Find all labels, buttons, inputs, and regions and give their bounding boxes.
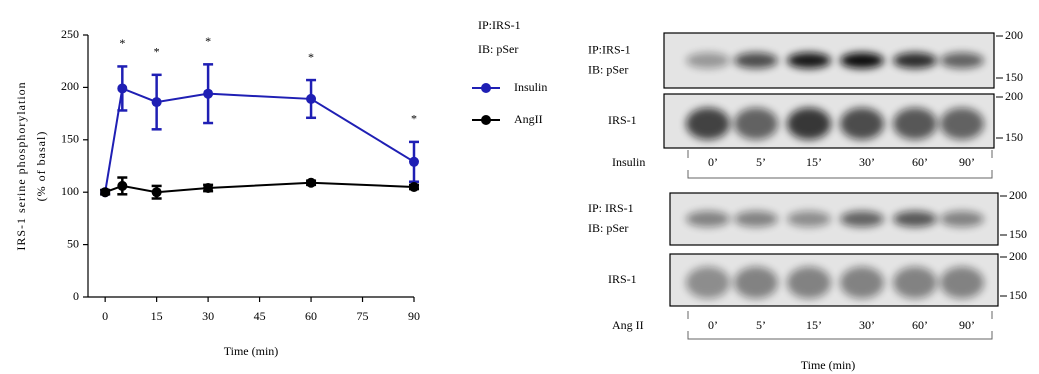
data-point	[409, 182, 419, 192]
time-point: 60’	[912, 155, 928, 169]
time-point: 15’	[806, 155, 822, 169]
legend-title: IB: pSer	[478, 42, 518, 56]
time-point: 90’	[959, 155, 975, 169]
y-tick-label: 0	[73, 289, 79, 303]
data-point	[203, 89, 213, 99]
blot-band	[940, 267, 984, 299]
blot-row-label: IP: IRS-1	[588, 201, 634, 215]
blot-band	[787, 267, 831, 299]
time-point: 30’	[859, 318, 875, 332]
time-point: 90’	[959, 318, 975, 332]
blot-row-label: IB: pSer	[588, 62, 628, 76]
blot-band	[840, 108, 884, 140]
x-tick-label: 0	[102, 309, 108, 323]
marker-label: 150	[1005, 70, 1023, 84]
time-point: 5’	[756, 318, 766, 332]
significance-mark: *	[154, 45, 160, 59]
legend-label: AngII	[514, 112, 543, 126]
data-point	[409, 157, 419, 167]
legend-marker	[481, 115, 491, 125]
blot-band	[686, 108, 730, 140]
blot-band	[893, 267, 937, 299]
blot-band	[787, 211, 831, 227]
data-point	[152, 187, 162, 197]
x-tick-label: 15	[151, 309, 163, 323]
significance-mark: *	[411, 112, 417, 126]
data-point	[117, 181, 127, 191]
blot-row-label: IB: pSer	[588, 221, 628, 235]
x-tick-label: 60	[305, 309, 317, 323]
data-point	[117, 83, 127, 93]
blot-row-label: IP:IRS-1	[588, 42, 631, 56]
blot-row-label: IRS-1	[608, 113, 637, 127]
marker-label: 150	[1005, 130, 1023, 144]
time-point: 60’	[912, 318, 928, 332]
marker-label: 200	[1005, 28, 1023, 42]
x-tick-label: 45	[254, 309, 266, 323]
marker-label: 150	[1009, 227, 1027, 241]
blot-band	[686, 211, 730, 227]
y-axis-label: IRS-1 serine phosphorylation	[14, 81, 28, 250]
bracket	[688, 311, 992, 339]
time-point: 0’	[708, 318, 718, 332]
series-line	[105, 88, 414, 192]
blot-band	[734, 267, 778, 299]
figure: IRS-1 serine phosphorylation (% of basal…	[0, 0, 1039, 374]
blot-band	[840, 211, 884, 227]
blot-band	[893, 211, 937, 227]
significance-mark: *	[205, 34, 211, 48]
x-tick-label: 30	[202, 309, 214, 323]
legend-label: Insulin	[514, 80, 547, 94]
data-point	[306, 178, 316, 188]
marker-label: 200	[1009, 249, 1027, 263]
x-tick-label: 75	[357, 309, 369, 323]
blot-band	[940, 53, 984, 69]
blot-band	[940, 211, 984, 227]
bracket	[688, 150, 992, 178]
significance-mark: *	[119, 36, 125, 50]
blot-band	[734, 53, 778, 69]
y-tick-label: 100	[61, 184, 79, 198]
time-label: Time (min)	[801, 358, 856, 372]
treatment-label: Ang II	[612, 318, 644, 332]
legend-marker	[481, 83, 491, 93]
time-point: 0’	[708, 155, 718, 169]
time-point: 15’	[806, 318, 822, 332]
treatment-label: Insulin	[612, 155, 645, 169]
y-tick-label: 150	[61, 132, 79, 146]
marker-label: 200	[1005, 89, 1023, 103]
data-point	[306, 94, 316, 104]
blot-band	[787, 108, 831, 140]
blot-band	[893, 53, 937, 69]
series-line	[105, 183, 414, 192]
y-axis-label: (% of basal)	[34, 131, 48, 202]
x-tick-label: 90	[408, 309, 420, 323]
y-tick-label: 50	[67, 236, 79, 250]
significance-mark: *	[308, 50, 314, 64]
x-axis-label: Time (min)	[224, 344, 279, 358]
blot-band	[787, 53, 831, 69]
legend-title: IP:IRS-1	[478, 18, 521, 32]
blot-band	[840, 53, 884, 69]
marker-label: 150	[1009, 288, 1027, 302]
blot-band	[734, 108, 778, 140]
data-point	[152, 97, 162, 107]
blot-band	[840, 267, 884, 299]
y-tick-label: 200	[61, 79, 79, 93]
y-tick-label: 250	[61, 27, 79, 41]
blot-band	[940, 108, 984, 140]
data-point	[203, 183, 213, 193]
blot-row-label: IRS-1	[608, 272, 637, 286]
data-point	[100, 187, 110, 197]
blot-band	[734, 211, 778, 227]
time-point: 5’	[756, 155, 766, 169]
blot-band	[686, 267, 730, 299]
blot-band	[893, 108, 937, 140]
blot-band	[686, 53, 730, 69]
time-point: 30’	[859, 155, 875, 169]
marker-label: 200	[1009, 188, 1027, 202]
